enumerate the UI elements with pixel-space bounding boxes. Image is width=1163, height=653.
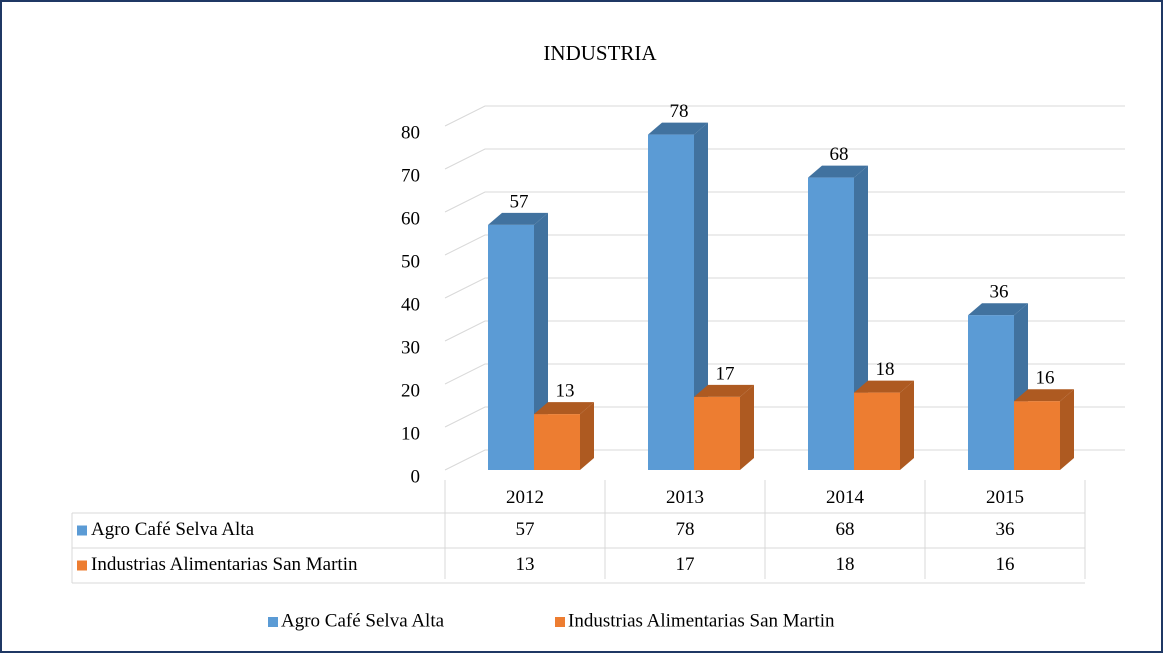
table-cell: 68 — [836, 519, 855, 540]
legend-key — [555, 617, 565, 627]
y-tick-label: 80 — [401, 122, 420, 143]
y-tick-label: 70 — [401, 165, 420, 186]
y-tick-label: 60 — [401, 208, 420, 229]
table-cell: 16 — [996, 554, 1015, 575]
bar — [1014, 401, 1060, 470]
y-tick-label: 20 — [401, 380, 420, 401]
table-cell: 36 — [996, 519, 1015, 540]
bar-top — [488, 212, 548, 225]
data-label: 36 — [990, 282, 1009, 303]
bar — [694, 396, 740, 470]
y-tick-label: 10 — [401, 423, 420, 444]
bar-side — [580, 402, 594, 470]
bar-side — [740, 384, 754, 470]
bar-top — [648, 122, 708, 135]
grid-line — [444, 234, 1125, 256]
bar — [854, 392, 900, 470]
chart-title: INDUSTRIA — [543, 41, 657, 65]
table-cell: 17 — [676, 554, 695, 575]
y-tick-label: 0 — [411, 466, 421, 487]
bar-top — [808, 165, 868, 178]
data-label: 78 — [670, 101, 689, 122]
y-tick-label: 50 — [401, 251, 420, 272]
legend-key — [77, 560, 87, 571]
data-label: 13 — [556, 380, 575, 401]
grid-line — [444, 277, 1125, 299]
legend-label: Industrias Alimentarias San Martin — [568, 610, 835, 631]
table-cell: 18 — [836, 554, 855, 575]
table-cell: 78 — [676, 519, 695, 540]
table-row-label: Industrias Alimentarias San Martin — [91, 554, 358, 575]
bar-top — [1014, 389, 1074, 402]
x-tick-label: 2013 — [666, 487, 704, 508]
data-label: 18 — [876, 359, 895, 380]
data-label: 68 — [830, 144, 849, 165]
legend-key — [268, 617, 278, 627]
bar — [648, 134, 694, 470]
x-tick-label: 2015 — [986, 487, 1024, 508]
legend-key — [77, 525, 87, 536]
bar — [808, 177, 854, 470]
bar-top — [854, 380, 914, 393]
bar — [488, 224, 534, 470]
grid-line — [444, 105, 1125, 127]
data-label: 17 — [716, 363, 735, 384]
x-tick-label: 2014 — [826, 487, 865, 508]
data-label: 16 — [1036, 368, 1055, 389]
grid-line — [444, 320, 1125, 342]
bar-side — [1060, 389, 1074, 470]
bar — [968, 315, 1014, 470]
bar — [534, 414, 580, 470]
table-row-label: Agro Café Selva Alta — [91, 519, 255, 540]
y-tick-label: 40 — [401, 294, 420, 315]
table-cell: 57 — [516, 519, 535, 540]
bar-side — [900, 380, 914, 470]
grid-line — [444, 191, 1125, 213]
table-cell: 13 — [516, 554, 535, 575]
data-label: 57 — [510, 191, 529, 212]
bar-top — [968, 303, 1028, 316]
bar-side — [694, 122, 708, 470]
bar-top — [534, 402, 594, 415]
x-tick-label: 2012 — [506, 487, 544, 508]
grid-line — [444, 148, 1125, 170]
legend-label: Agro Café Selva Alta — [281, 610, 445, 631]
grid-line — [444, 363, 1125, 385]
y-tick-label: 30 — [401, 337, 420, 358]
bar-top — [694, 384, 754, 397]
